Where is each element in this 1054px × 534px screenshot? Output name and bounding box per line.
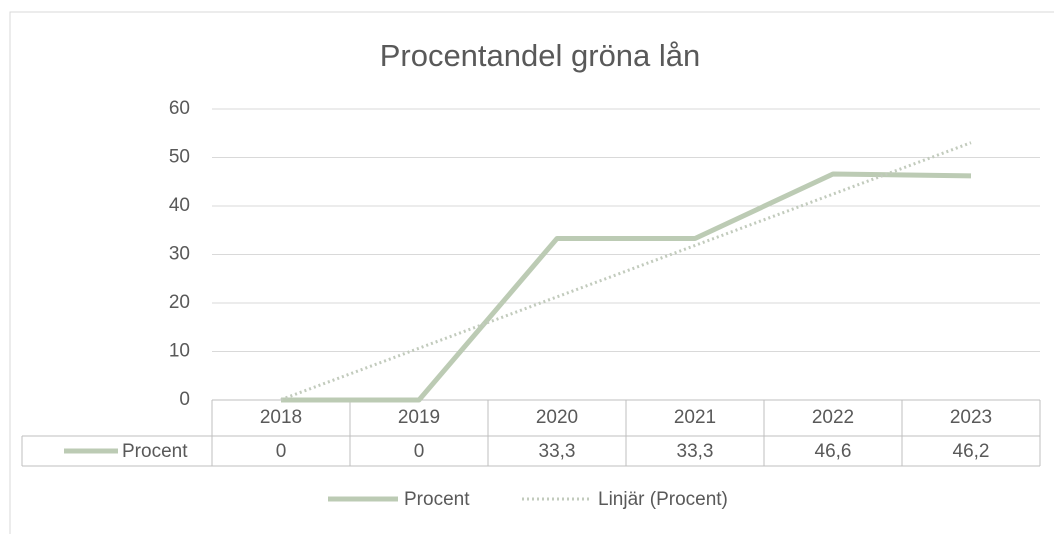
table-series-name: Procent bbox=[122, 441, 188, 462]
table-value: 46,6 bbox=[815, 441, 852, 462]
y-tick-label: 60 bbox=[169, 98, 190, 119]
table-value: 0 bbox=[414, 441, 425, 462]
table-value: 46,2 bbox=[953, 441, 990, 462]
x-tick-label: 2019 bbox=[398, 407, 440, 428]
chart-title: Procentandel gröna lån bbox=[380, 38, 701, 73]
y-tick-label: 10 bbox=[169, 341, 190, 362]
legend-label: Linjär (Procent) bbox=[598, 489, 728, 510]
table-value: 33,3 bbox=[539, 441, 576, 462]
data-line bbox=[281, 171, 972, 403]
table-value: 33,3 bbox=[677, 441, 714, 462]
table-value: 0 bbox=[276, 441, 287, 462]
y-tick-label: 50 bbox=[169, 147, 190, 168]
chart-frame bbox=[9, 11, 1054, 534]
y-tick-label: 40 bbox=[169, 195, 190, 216]
y-tick-label: 20 bbox=[169, 292, 190, 313]
legend-label: Procent bbox=[404, 489, 470, 510]
x-tick-label: 2018 bbox=[260, 407, 302, 428]
x-tick-label: 2021 bbox=[674, 407, 716, 428]
x-tick-label: 2020 bbox=[536, 407, 578, 428]
y-tick-label: 0 bbox=[179, 389, 190, 410]
x-tick-label: 2023 bbox=[950, 407, 992, 428]
y-tick-label: 30 bbox=[169, 244, 190, 265]
x-tick-label: 2022 bbox=[812, 407, 854, 428]
